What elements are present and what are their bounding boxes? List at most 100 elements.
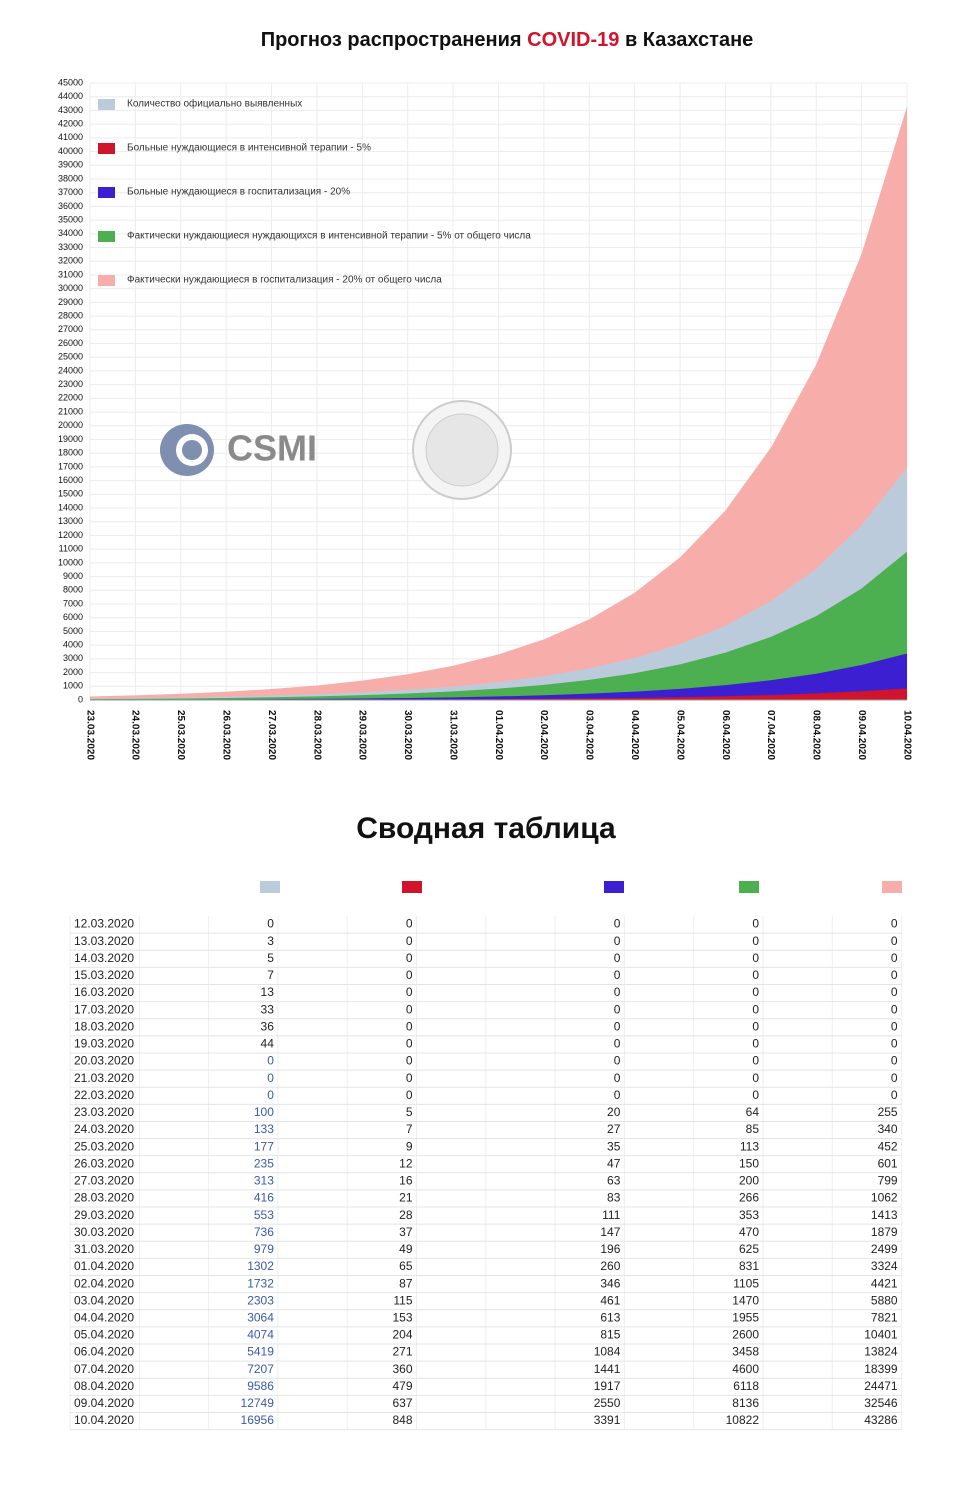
table-value: 87 — [399, 1276, 413, 1290]
title-start: Прогноз распространения — [261, 29, 527, 51]
table-value: 16 — [399, 1174, 413, 1188]
table-date: 12.03.2020 — [74, 917, 134, 931]
y-tick-label: 7000 — [63, 598, 83, 608]
area — [90, 653, 907, 700]
table-value: 831 — [739, 1259, 759, 1273]
table-value: 799 — [878, 1174, 898, 1188]
y-tick-label: 37000 — [58, 187, 83, 197]
table-date: 18.03.2020 — [74, 1019, 134, 1033]
y-tick-label: 33000 — [58, 242, 83, 252]
table-value: 133 — [254, 1122, 274, 1136]
y-tick-label: 18000 — [58, 448, 83, 458]
table-value: 0 — [406, 1002, 413, 1016]
title-end: в Казахстане — [619, 29, 753, 51]
table-value: 9 — [406, 1139, 413, 1153]
table-value: 83 — [607, 1191, 621, 1205]
table-value: 260 — [600, 1259, 620, 1273]
table-value: 0 — [614, 934, 621, 948]
table-value: 2600 — [732, 1328, 759, 1342]
table-value: 177 — [254, 1139, 274, 1153]
table-date: 29.03.2020 — [74, 1208, 134, 1222]
x-tick-label: 08.04.2020 — [811, 710, 822, 760]
y-tick-label: 29000 — [58, 297, 83, 307]
table-date: 03.04.2020 — [74, 1293, 134, 1307]
legend-label: Фактически нуждающиеся нуждающихся в инт… — [127, 230, 531, 242]
x-tick-label: 24.03.2020 — [130, 710, 141, 760]
table-value: 35 — [607, 1139, 621, 1153]
table-value: 0 — [614, 1088, 621, 1102]
table-value: 0 — [891, 951, 898, 965]
y-tick-label: 22000 — [58, 393, 83, 403]
table-value: 0 — [406, 1071, 413, 1085]
table-value: 8136 — [732, 1396, 759, 1410]
table-date: 09.04.2020 — [74, 1396, 134, 1410]
legend-label: Больные нуждающиеся в госпитализация - 2… — [127, 187, 350, 198]
table-value: 479 — [392, 1379, 412, 1393]
table-value: 0 — [752, 917, 759, 931]
table-value: 1105 — [733, 1276, 759, 1290]
table-value: 0 — [267, 917, 274, 931]
table-value: 0 — [752, 1037, 759, 1051]
table-value: 0 — [267, 1071, 274, 1085]
table-date: 20.03.2020 — [74, 1054, 134, 1068]
table-value: 0 — [614, 951, 621, 965]
table-value: 4600 — [732, 1362, 759, 1376]
table-value: 0 — [891, 917, 898, 931]
y-tick-label: 15000 — [58, 489, 83, 499]
table-title: Сводная таблица — [356, 812, 616, 845]
table-value: 313 — [254, 1174, 274, 1188]
y-tick-label: 45000 — [58, 77, 83, 87]
table-value: 4421 — [871, 1276, 898, 1290]
table-value: 0 — [614, 1037, 621, 1051]
table-value: 0 — [406, 968, 413, 982]
table-value: 12749 — [241, 1396, 275, 1410]
table-value: 848 — [392, 1413, 412, 1427]
chart-title: Прогноз распространения COVID-19 в Казах… — [261, 29, 754, 51]
table-value: 416 — [254, 1191, 274, 1205]
table-value: 111 — [602, 1208, 621, 1222]
table-value: 601 — [878, 1156, 898, 1170]
table-date: 25.03.2020 — [74, 1139, 134, 1153]
table-value: 18399 — [864, 1362, 898, 1376]
table-value: 36 — [261, 1019, 275, 1033]
table-value: 0 — [752, 1054, 759, 1068]
table-value: 204 — [392, 1328, 412, 1342]
table-value: 346 — [600, 1276, 620, 1290]
table-value: 452 — [878, 1139, 898, 1153]
table-value: 43286 — [864, 1413, 898, 1427]
table-value: 4074 — [247, 1328, 274, 1342]
table-date: 19.03.2020 — [74, 1037, 134, 1051]
legend-label: Количество официально выявленных — [127, 98, 302, 110]
y-tick-label: 38000 — [58, 173, 83, 183]
table-date: 24.03.2020 — [74, 1122, 134, 1136]
table-value: 637 — [392, 1396, 412, 1410]
table-value: 0 — [614, 985, 621, 999]
x-tick-label: 04.04.2020 — [629, 710, 640, 760]
table-value: 1413 — [871, 1208, 898, 1222]
table-value: 0 — [891, 1054, 898, 1068]
table-date: 30.03.2020 — [74, 1225, 134, 1239]
table-value: 1470 — [732, 1293, 759, 1307]
legend-label: Больные нуждающиеся в интенсивной терапи… — [127, 143, 371, 154]
table-value: 5880 — [871, 1293, 898, 1307]
x-tick-label: 02.04.2020 — [538, 710, 549, 760]
legend-swatch — [98, 187, 115, 198]
table-date: 21.03.2020 — [74, 1071, 134, 1085]
table-value: 49 — [399, 1242, 413, 1256]
table-value: 0 — [614, 1071, 621, 1085]
table-date: 02.04.2020 — [74, 1276, 134, 1290]
logo: CSMI — [160, 424, 317, 476]
table-value: 553 — [254, 1208, 274, 1222]
table-value: 1879 — [871, 1225, 898, 1239]
table-value: 0 — [752, 1002, 759, 1016]
table-date: 27.03.2020 — [74, 1174, 134, 1188]
table-value: 815 — [600, 1328, 620, 1342]
y-tick-label: 41000 — [58, 132, 83, 142]
table-value: 47 — [607, 1156, 621, 1170]
table-value: 1441 — [594, 1362, 621, 1376]
y-tick-label: 5000 — [63, 626, 83, 636]
table: 12.03.2020 0 0 0 0 0 13.03.2020 3 0 0 0 0 14.03.2020… — [69, 881, 903, 1431]
table-value: 10822 — [726, 1413, 760, 1427]
table-value: 736 — [254, 1225, 274, 1239]
